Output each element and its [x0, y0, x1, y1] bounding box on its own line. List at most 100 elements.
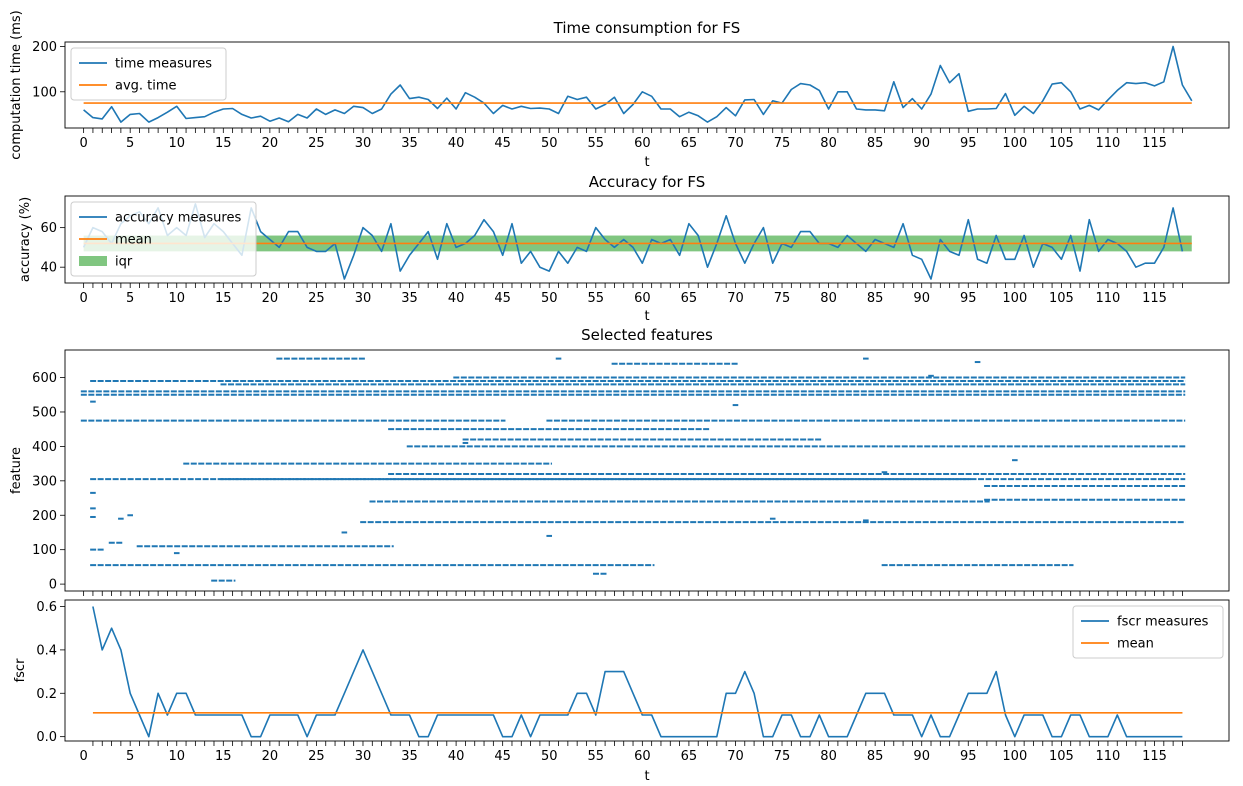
x-tick-label: 45: [494, 749, 511, 764]
x-tick-label: 35: [401, 749, 418, 764]
x-tick-label: 105: [1049, 136, 1074, 151]
x-tick-label: 75: [774, 749, 791, 764]
x-tick-label: 20: [262, 291, 279, 306]
series-line-fscr-measures: [92, 606, 1183, 738]
x-tick-label: 30: [355, 749, 372, 764]
x-tick-label: 30: [355, 291, 372, 306]
x-axis-label: t: [644, 309, 649, 324]
legend: [70, 201, 257, 277]
x-tick-label: 45: [494, 291, 511, 306]
x-tick-label: 50: [541, 749, 558, 764]
y-axis-label: feature: [9, 447, 24, 494]
y-axis-label: computation time (ms): [9, 10, 24, 159]
x-tick-label: 55: [588, 291, 605, 306]
legend-swatch: [79, 256, 107, 266]
x-tick-label: 105: [1049, 291, 1074, 306]
legend: [1072, 605, 1224, 659]
y-tick-label: 400: [32, 440, 57, 455]
y-tick-label: 0: [49, 578, 57, 593]
x-tick-label: 60: [634, 136, 651, 151]
plot-frame: [64, 349, 1230, 592]
x-tick-label: 95: [960, 291, 977, 306]
x-tick-label: 75: [774, 291, 791, 306]
y-tick-label: 300: [32, 474, 57, 489]
x-tick-label: 100: [1002, 291, 1027, 306]
chart-title: Time consumption for FS: [553, 19, 741, 37]
x-tick-label: 70: [727, 136, 744, 151]
x-tick-label: 65: [681, 291, 698, 306]
plot-frame: [64, 41, 1230, 129]
y-tick-label: 60: [40, 221, 57, 236]
x-tick-label: 105: [1049, 749, 1074, 764]
chart-title: Accuracy for FS: [589, 173, 706, 191]
legend-label: mean: [1117, 637, 1154, 652]
x-tick-label: 10: [168, 749, 185, 764]
x-tick-label: 85: [867, 749, 884, 764]
x-tick-label: 50: [541, 136, 558, 151]
x-tick-label: 100: [1002, 749, 1027, 764]
x-tick-label: 95: [960, 749, 977, 764]
x-tick-label: 80: [820, 291, 837, 306]
chart-panel-4: [60, 599, 1230, 746]
chart-title: Selected features: [581, 326, 713, 344]
x-tick-label: 40: [448, 749, 465, 764]
x-tick-label: 85: [867, 291, 884, 306]
x-tick-label: 20: [262, 749, 279, 764]
x-tick-label: 100: [1002, 136, 1027, 151]
x-tick-label: 115: [1142, 136, 1167, 151]
x-axis-label: t: [644, 155, 649, 170]
x-tick-label: 95: [960, 136, 977, 151]
x-tick-label: 65: [681, 749, 698, 764]
x-tick-label: 90: [913, 291, 930, 306]
x-tick-label: 15: [215, 749, 232, 764]
x-tick-label: 55: [588, 136, 605, 151]
legend-label: mean: [115, 233, 152, 248]
legend-label: accuracy measures: [115, 211, 241, 226]
legend-label: avg. time: [115, 79, 177, 94]
plot-frame: [64, 599, 1230, 742]
x-tick-label: 75: [774, 136, 791, 151]
x-tick-label: 0: [79, 136, 87, 151]
x-tick-label: 70: [727, 291, 744, 306]
legend-label: time measures: [115, 57, 212, 72]
x-tick-label: 60: [634, 291, 651, 306]
legend: [70, 47, 227, 101]
x-tick-label: 20: [262, 136, 279, 151]
x-tick-label: 110: [1096, 136, 1121, 151]
x-tick-label: 0: [79, 749, 87, 764]
x-tick-label: 35: [401, 136, 418, 151]
plot-frame: [64, 195, 1230, 284]
series-line-time-measures: [83, 45, 1193, 123]
x-tick-label: 90: [913, 749, 930, 764]
y-axis-label: fscr: [13, 658, 28, 682]
x-tick-label: 55: [588, 749, 605, 764]
x-tick-label: 60: [634, 749, 651, 764]
x-tick-label: 15: [215, 291, 232, 306]
x-tick-label: 25: [308, 749, 325, 764]
x-tick-label: 35: [401, 291, 418, 306]
y-axis-label: accuracy (%): [18, 197, 33, 282]
x-tick-label: 80: [820, 136, 837, 151]
x-tick-label: 30: [355, 136, 372, 151]
x-tick-label: 25: [308, 136, 325, 151]
x-tick-label: 5: [126, 291, 134, 306]
x-tick-label: 40: [448, 291, 465, 306]
x-tick-label: 70: [727, 749, 744, 764]
x-tick-label: 115: [1142, 749, 1167, 764]
x-axis-label: t: [644, 769, 649, 784]
y-tick-label: 0.6: [36, 600, 57, 615]
chart-panel-1: [60, 41, 1230, 133]
x-tick-label: 15: [215, 136, 232, 151]
y-tick-label: 0.0: [36, 730, 57, 745]
x-tick-label: 5: [126, 749, 134, 764]
x-tick-label: 45: [494, 136, 511, 151]
legend-label: fscr measures: [1117, 615, 1209, 630]
x-tick-label: 50: [541, 291, 558, 306]
chart-panel-2: [60, 195, 1230, 288]
legend-label: iqr: [115, 255, 133, 270]
x-tick-label: 5: [126, 136, 134, 151]
x-tick-label: 85: [867, 136, 884, 151]
x-tick-label: 25: [308, 291, 325, 306]
y-tick-label: 600: [32, 371, 57, 386]
